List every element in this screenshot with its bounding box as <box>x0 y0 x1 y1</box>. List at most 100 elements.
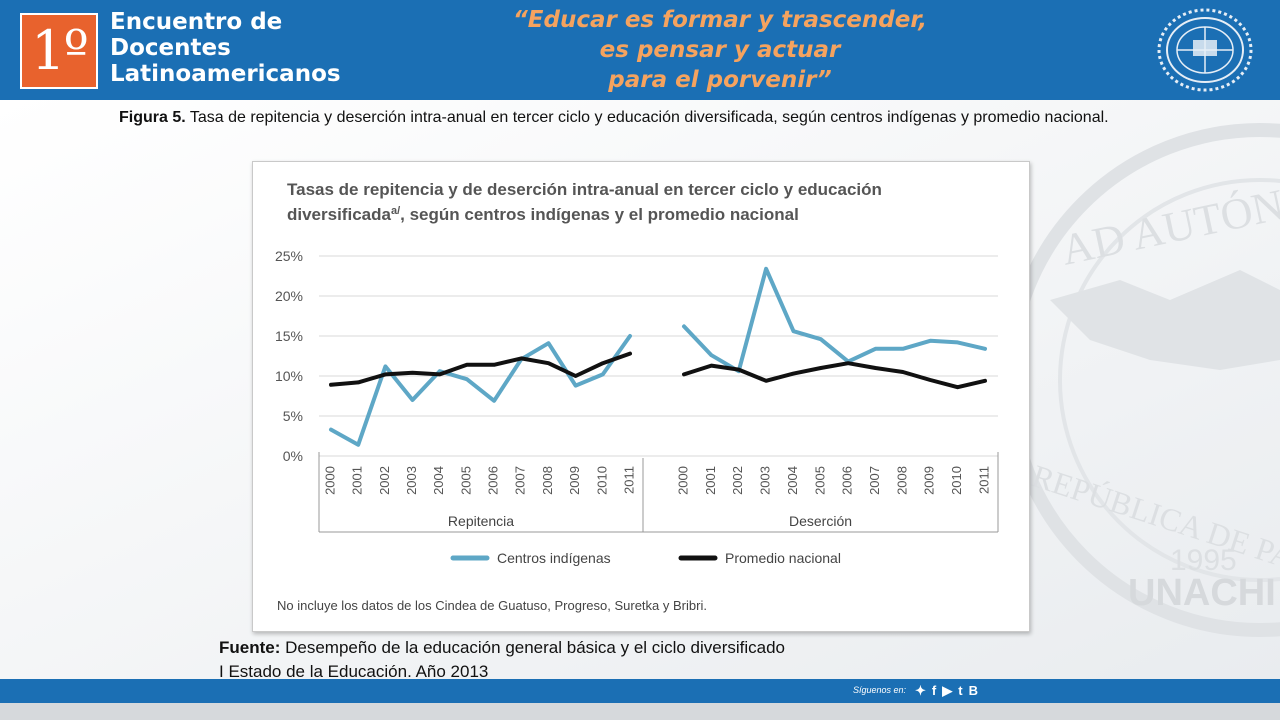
data-point <box>465 363 469 367</box>
y-tick-label: 10% <box>275 368 303 384</box>
x-tick-label: 2011 <box>621 466 636 494</box>
x-tick-label: 2001 <box>703 466 718 495</box>
chart-footnote: No incluye los datos de los Cindea de Gu… <box>277 598 707 613</box>
data-point <box>383 364 387 368</box>
data-point <box>791 372 796 376</box>
figure-label: Figura 5. <box>119 109 186 126</box>
data-point <box>329 428 333 432</box>
data-point <box>356 380 360 384</box>
data-point <box>983 347 987 351</box>
x-tick-label: 2005 <box>458 466 473 495</box>
series-line <box>682 266 987 374</box>
x-tick-label: 2000 <box>322 466 337 495</box>
data-point <box>901 370 905 374</box>
header-banner: 1º Encuentro de Docentes Latinoamericano… <box>0 0 1280 100</box>
data-point <box>519 356 523 360</box>
x-tick-label: 2009 <box>922 466 937 495</box>
data-point <box>383 372 387 376</box>
source-label: Fuente: <box>219 638 281 657</box>
event-title: Encuentro de Docentes Latinoamericanos <box>110 9 341 87</box>
x-tick-label: 2010 <box>594 466 609 495</box>
data-point <box>737 368 741 372</box>
x-tick-label: 2002 <box>730 466 745 495</box>
figure-caption: Figura 5. Tasa de repitencia y deserción… <box>119 106 1161 130</box>
chart-title-line2-rest: , según centros indígenas y el promedio … <box>400 205 799 224</box>
x-tick-label: 2010 <box>949 466 964 495</box>
watermark-year: 1995 <box>1170 544 1237 577</box>
series-line <box>329 334 632 447</box>
data-point <box>574 374 578 378</box>
x-tick-label: 2001 <box>350 466 365 495</box>
data-point <box>574 384 578 388</box>
x-tick-label: 2007 <box>867 466 882 495</box>
source-line-1: Fuente: Desempeño de la educación genera… <box>219 636 785 660</box>
data-point <box>438 372 442 376</box>
data-point <box>492 363 496 367</box>
source-text: Desempeño de la educación general básica… <box>280 638 786 657</box>
blogger-icon[interactable]: B <box>968 683 978 698</box>
x-tick-label: 2009 <box>567 466 582 495</box>
x-tick-label: 2006 <box>486 466 501 495</box>
chart-title-superscript: a/ <box>391 205 400 217</box>
data-point <box>682 324 686 328</box>
x-tick-label: 2011 <box>976 466 991 494</box>
data-point <box>956 340 960 344</box>
legend-label: Promedio nacional <box>725 550 841 566</box>
chart-panel: Tasas de repitencia y de deserción intra… <box>252 161 1030 632</box>
data-point <box>546 341 551 345</box>
data-point <box>492 399 496 403</box>
series-line <box>329 351 632 387</box>
y-tick-label: 15% <box>275 328 303 344</box>
slogan-line: “Educar es formar y trascender, <box>512 7 928 33</box>
group-label: Deserción <box>789 513 852 529</box>
data-point <box>928 339 932 343</box>
figure-caption-text: Tasa de repitencia y deserción intra-anu… <box>185 109 1109 126</box>
x-tick-label: 2008 <box>540 466 555 495</box>
x-tick-label: 2004 <box>431 466 446 495</box>
data-point <box>956 385 960 389</box>
data-point <box>410 398 415 402</box>
event-logo: 1º <box>20 13 98 89</box>
data-point <box>764 267 768 271</box>
data-point <box>682 372 686 376</box>
twitter-icon[interactable]: ✦ <box>915 683 926 698</box>
x-tick-label: 2000 <box>675 466 690 495</box>
data-point <box>764 379 768 383</box>
x-tick-label: 2003 <box>404 466 419 495</box>
data-point <box>410 371 415 375</box>
y-tick-label: 25% <box>275 248 303 264</box>
source-line-2: I Estado de la Educación. Año 2013 <box>219 662 489 681</box>
data-point <box>601 372 605 376</box>
chart-title-line1: Tasas de repitencia y de deserción intra… <box>287 180 882 199</box>
tuenti-icon[interactable]: t <box>958 683 963 698</box>
data-point <box>983 379 987 383</box>
x-tick-label: 2004 <box>785 466 800 495</box>
data-point <box>628 352 632 356</box>
data-point <box>601 361 605 365</box>
x-tick-label: 2006 <box>840 466 855 495</box>
facebook-icon[interactable]: f <box>931 683 937 698</box>
y-tick-label: 5% <box>283 408 303 424</box>
group-label: Repitencia <box>448 513 514 529</box>
data-point <box>928 378 932 382</box>
series-line <box>682 361 987 390</box>
x-tick-label: 2003 <box>758 466 773 495</box>
youtube-icon[interactable]: ▶ <box>942 683 953 698</box>
x-tick-label: 2008 <box>894 466 909 495</box>
data-point <box>873 347 878 351</box>
footer-strip <box>0 703 1280 720</box>
event-title-line: Encuentro de <box>110 9 283 35</box>
data-point <box>329 383 333 387</box>
data-point <box>356 443 360 447</box>
legend-label: Centros indígenas <box>497 550 611 566</box>
data-point <box>709 353 713 357</box>
source-citation: Fuente: Desempeño de la educación genera… <box>219 636 785 684</box>
data-point <box>546 361 551 365</box>
slogan: “Educar es formar y trascender, es pensa… <box>480 5 960 95</box>
event-title-line: Latinoamericanos <box>110 61 341 87</box>
x-tick-label: 2002 <box>377 466 392 495</box>
data-point <box>709 364 713 368</box>
x-tick-label: 2007 <box>513 466 528 495</box>
data-point <box>846 361 850 365</box>
data-point <box>819 337 823 341</box>
